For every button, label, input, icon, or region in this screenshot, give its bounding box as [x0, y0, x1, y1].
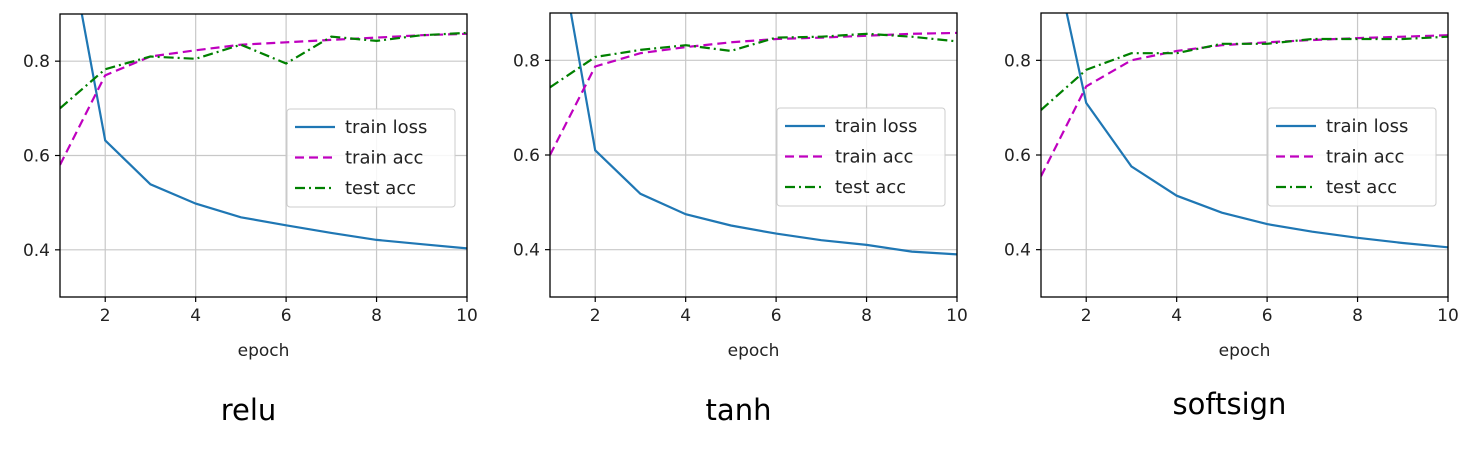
y-tick-label: 0.4 — [1004, 241, 1031, 261]
x-tick-label: 2 — [1081, 306, 1092, 326]
series-line-test-acc — [550, 32, 957, 89]
chart-caption: tanh — [706, 393, 772, 427]
y-tick-label: 0.6 — [23, 147, 50, 167]
y-tick-label: 0.8 — [513, 51, 540, 71]
legend-label: train acc — [345, 148, 423, 169]
legend-label: test acc — [1326, 177, 1397, 198]
x-tick-label: 4 — [1171, 306, 1182, 326]
x-tick-label: 10 — [946, 306, 968, 326]
x-tick-label: 10 — [456, 306, 478, 326]
x-tick-label: 2 — [100, 306, 111, 326]
legend-box — [1267, 107, 1437, 207]
y-tick-label: 0.6 — [1004, 146, 1031, 166]
chart-caption: softsign — [1173, 387, 1287, 421]
legend-label: train loss — [1326, 116, 1408, 137]
x-tick-label: 2 — [590, 306, 601, 326]
x-axis-label: epoch — [1219, 341, 1271, 361]
x-tick-label: 8 — [371, 306, 382, 326]
legend-label: test acc — [835, 177, 906, 198]
series-line-train-acc — [550, 31, 957, 156]
x-axis-label: epoch — [728, 341, 780, 361]
legend-label: test acc — [345, 178, 416, 199]
series-line-train-acc — [60, 32, 467, 166]
y-tick-label: 0.8 — [23, 52, 50, 72]
y-tick-label: 0.6 — [513, 146, 540, 166]
legend-label: train acc — [1326, 147, 1404, 168]
series-line-train-loss — [80, 14, 467, 250]
y-tick-label: 0.4 — [23, 241, 50, 261]
x-axis-label: epoch — [238, 341, 290, 361]
series-line-train-loss — [569, 13, 957, 256]
y-tick-label: 0.8 — [1004, 51, 1031, 71]
x-tick-label: 4 — [680, 306, 691, 326]
legend-label: train loss — [345, 117, 427, 138]
series-line-train-loss — [1065, 13, 1448, 249]
series-line-test-acc — [60, 31, 467, 110]
x-tick-label: 4 — [190, 306, 201, 326]
series-line-test-acc — [1041, 35, 1448, 111]
chart-caption: relu — [221, 393, 277, 427]
x-tick-label: 6 — [771, 306, 782, 326]
x-tick-label: 6 — [281, 306, 292, 326]
x-tick-label: 8 — [1352, 306, 1363, 326]
legend-label: train loss — [835, 116, 917, 137]
x-tick-label: 6 — [1262, 306, 1273, 326]
legend-label: train acc — [835, 147, 913, 168]
legend: train loss train acc test acc — [1267, 107, 1437, 207]
y-tick-label: 0.4 — [513, 241, 540, 261]
legend-box — [776, 107, 946, 207]
x-tick-label: 10 — [1437, 306, 1459, 326]
legend-box — [286, 108, 456, 208]
x-tick-label: 8 — [861, 306, 872, 326]
legend: train loss train acc test acc — [286, 108, 456, 208]
legend: train loss train acc test acc — [776, 107, 946, 207]
